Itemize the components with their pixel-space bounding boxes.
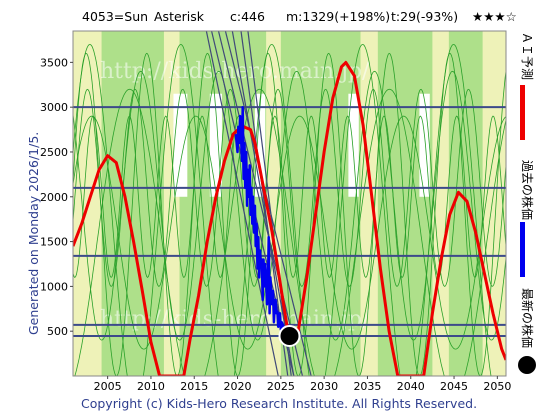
legend-label-ai-forecast: ＡＩ予測 <box>520 32 534 80</box>
band-white <box>254 93 266 197</box>
band-white <box>173 93 188 197</box>
trend-line <box>205 31 279 376</box>
header-asterisk: Asterisk <box>154 9 205 24</box>
series-past-price <box>234 105 288 335</box>
y-tick-label: 2000 <box>40 191 68 204</box>
y-tick-label: 1500 <box>40 236 68 249</box>
legend: ＡＩ予測 過去の株価 最新の株価 <box>518 32 536 374</box>
y-tick-label: 3500 <box>40 56 68 69</box>
latest-price-marker <box>278 325 301 348</box>
generated-date-label: Generated on Monday 2026/1/5. <box>26 132 41 335</box>
trend-line <box>217 31 304 376</box>
watermark-lower: http://kids-hero.main.jp/ <box>100 307 370 332</box>
band-yellow <box>360 31 378 376</box>
thin-green-curve <box>73 115 506 350</box>
legend-swatch-past-price <box>520 222 525 277</box>
band-white <box>348 93 359 197</box>
x-tick-label: 2010 <box>137 380 165 393</box>
thin-green-curve <box>73 52 506 376</box>
trend-line <box>247 31 292 376</box>
header-code: 4053=Sun <box>82 9 148 24</box>
x-tick-label: 2035 <box>353 380 381 393</box>
legend-item-past-price: 過去の株価 <box>520 160 535 277</box>
legend-item-ai-forecast: ＡＩ予測 <box>520 32 534 140</box>
y-tick-label: 1000 <box>40 280 68 293</box>
thin-green-curve <box>73 115 506 278</box>
header-rating-stars: ★★★☆ <box>472 9 517 24</box>
y-tick-label: 500 <box>47 325 68 338</box>
y-axis: 500 1000 1500 2000 2500 3000 3500 <box>40 56 73 338</box>
x-tick-label: 2015 <box>180 380 208 393</box>
legend-swatch-latest-price <box>518 356 536 374</box>
header-target: t:29(-93%) <box>391 9 458 24</box>
x-tick-label: 2025 <box>267 380 295 393</box>
thin-green-curve <box>73 88 506 287</box>
copyright-notice: Copyright (c) Kids-Hero Research Institu… <box>81 396 477 411</box>
x-tick-label: 2045 <box>440 380 468 393</box>
plot-area: http://kids-hero.main.jp/ http://kids-he… <box>73 31 506 376</box>
x-tick-label: 2030 <box>310 380 338 393</box>
x-axis: 2005 2010 2015 2020 2025 2030 2035 2040 2045 2050 <box>94 376 511 393</box>
legend-label-latest-price: 最新の株価 <box>520 288 535 348</box>
data-series <box>73 60 506 376</box>
legend-label-past-price: 過去の株価 <box>520 160 535 220</box>
x-tick-label: 2005 <box>94 380 122 393</box>
x-tick-label: 2020 <box>224 380 252 393</box>
trend-line <box>224 31 312 376</box>
plot-frame <box>72 30 507 377</box>
y-tick-label: 3000 <box>40 101 68 114</box>
x-tick-label: 2040 <box>397 380 425 393</box>
header-current-price: c:446 <box>230 9 265 24</box>
legend-item-latest-price: 最新の株価 <box>518 288 536 374</box>
trend-lines <box>205 31 312 376</box>
x-tick-label: 2050 <box>483 380 511 393</box>
band-white <box>419 93 430 197</box>
legend-swatch-ai-forecast <box>520 85 525 140</box>
thin-green-curve <box>73 44 492 376</box>
header-median: m:1329(+198%) <box>286 9 390 24</box>
y-tick-label: 2500 <box>40 146 68 159</box>
